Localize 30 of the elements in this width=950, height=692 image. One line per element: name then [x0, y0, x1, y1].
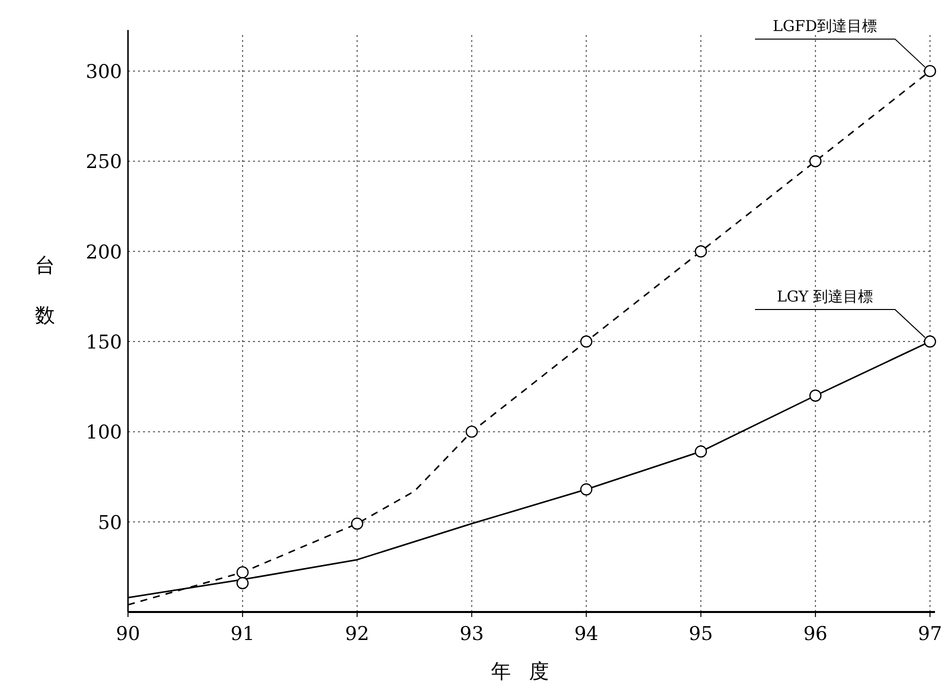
x-tick-label: 90 — [116, 623, 140, 645]
y-tick-label: 250 — [86, 151, 122, 174]
point — [580, 335, 592, 348]
point — [924, 335, 936, 348]
point — [351, 518, 364, 530]
point — [236, 566, 249, 578]
point — [694, 445, 707, 458]
point — [809, 390, 822, 402]
text: LGY 到達目標 — [776, 288, 874, 306]
y-tick-label: 100 — [86, 422, 122, 444]
text: LGFD到達目標 — [772, 17, 878, 36]
x-tick-label: 97 — [918, 623, 942, 645]
point — [809, 155, 822, 168]
x-tick-label: 92 — [345, 623, 370, 645]
x-tick-label: 96 — [803, 623, 828, 645]
point — [694, 245, 707, 258]
point — [466, 426, 478, 438]
x-axis-title: 年度 — [491, 659, 567, 683]
y-tick-label: 300 — [86, 61, 122, 84]
y-tick-label: 50 — [98, 512, 122, 534]
x-tick-label: 93 — [460, 623, 484, 645]
text: 台数 — [35, 253, 55, 327]
y-tick-label: 150 — [86, 332, 122, 354]
x-tick-label: 95 — [688, 623, 713, 645]
point — [236, 577, 249, 590]
y-tick-label: 200 — [86, 241, 122, 264]
x-tick-label: 91 — [230, 623, 255, 645]
point — [580, 483, 592, 496]
point — [924, 64, 936, 78]
x-tick-label: 94 — [574, 623, 598, 645]
